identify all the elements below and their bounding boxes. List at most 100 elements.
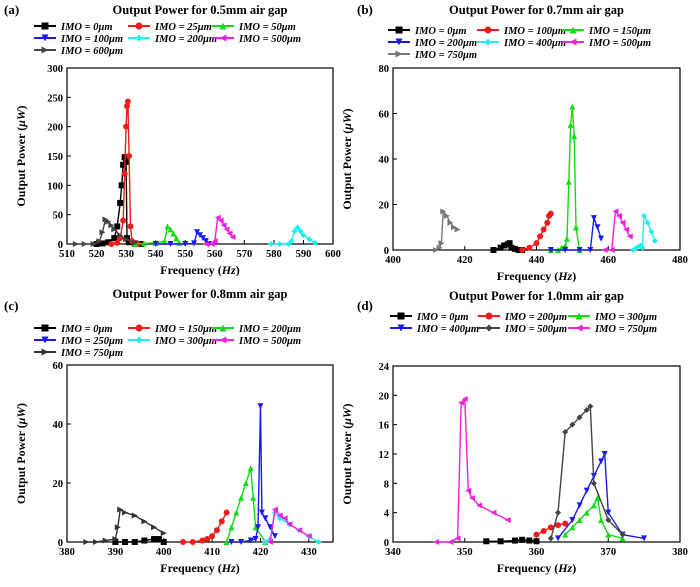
data-point xyxy=(126,153,133,159)
data-point xyxy=(590,480,597,487)
legend-item: IMO = 0μm xyxy=(390,312,469,323)
data-point xyxy=(476,502,483,509)
data-point xyxy=(626,233,633,240)
series-group xyxy=(72,98,319,247)
legend-marker xyxy=(135,324,143,332)
y-axis-label-unit: μW xyxy=(340,111,354,131)
y-axis: 0 20 40 60 xyxy=(53,361,71,549)
series-group xyxy=(83,403,322,545)
data-point xyxy=(218,518,225,525)
data-point xyxy=(547,524,554,531)
data-point xyxy=(641,212,648,219)
x-tick-label: 530 xyxy=(118,249,134,260)
plot-frame xyxy=(392,365,681,543)
x-tick-label: 570 xyxy=(236,249,252,260)
data-point xyxy=(223,539,230,545)
legend-marker xyxy=(219,22,227,30)
data-point xyxy=(483,538,490,545)
data-point xyxy=(583,509,590,516)
chart-title: Output Power for 0.8mm air gap xyxy=(113,287,288,301)
y-tick-label: 40 xyxy=(53,420,64,431)
data-point xyxy=(433,247,440,253)
data-point xyxy=(583,487,590,494)
data-point xyxy=(605,531,612,538)
legend-item: IMO = 400μm xyxy=(390,324,479,335)
legend-label: IMO = 200μm xyxy=(504,312,567,323)
data-point xyxy=(300,232,307,239)
x-axis-label-unit: Hz xyxy=(557,561,572,575)
data-point xyxy=(117,232,124,239)
data-point xyxy=(99,229,106,236)
legend-label: IMO = 200μm xyxy=(414,38,477,49)
y-tick-label: 20 xyxy=(379,201,390,212)
data-point xyxy=(233,509,240,516)
legend-marker xyxy=(395,38,403,46)
data-point xyxy=(160,539,167,545)
data-point xyxy=(291,228,298,235)
x-tick-label: 400 xyxy=(156,547,172,558)
series-group xyxy=(433,396,648,545)
x-tick-label: 510 xyxy=(59,249,75,260)
series xyxy=(555,451,648,542)
data-point xyxy=(454,535,461,542)
plot-frame xyxy=(66,67,334,245)
data-point xyxy=(112,539,119,545)
data-point xyxy=(229,233,236,240)
legend-label: IMO = 100μm xyxy=(503,26,566,37)
y-axis-label: Output Power (μW) xyxy=(340,108,354,209)
data-point xyxy=(226,230,233,237)
legend-item: IMO = 750μm xyxy=(388,50,477,61)
data-point xyxy=(641,535,648,542)
data-point xyxy=(105,239,112,246)
data-point xyxy=(544,219,551,226)
plot-frame xyxy=(66,364,334,543)
data-point xyxy=(619,535,626,542)
legend-marker xyxy=(41,34,49,42)
legend-label: IMO = 300μm xyxy=(154,336,217,347)
data-point xyxy=(180,539,187,545)
legend-marker xyxy=(219,34,227,42)
data-point xyxy=(267,241,274,247)
data-point xyxy=(547,247,554,253)
data-point xyxy=(164,223,171,230)
series xyxy=(180,509,230,545)
data-point xyxy=(454,226,461,233)
legend-label: IMO = 750μm xyxy=(594,324,657,335)
x-tick-label: 430 xyxy=(301,547,317,558)
series xyxy=(519,210,554,253)
series-group xyxy=(433,103,658,253)
data-point xyxy=(572,224,579,231)
data-point xyxy=(112,536,119,543)
data-point xyxy=(306,236,313,243)
data-point xyxy=(108,241,115,247)
y-tick-label: 0 xyxy=(384,538,389,549)
data-point xyxy=(90,241,97,247)
y-tick-label: 50 xyxy=(53,211,64,222)
data-point xyxy=(262,515,269,522)
data-point xyxy=(276,241,283,247)
data-point xyxy=(167,241,174,247)
series xyxy=(547,215,605,253)
series xyxy=(547,103,583,253)
data-point xyxy=(644,219,651,226)
data-point xyxy=(490,247,497,253)
x-axis-label-post: ) xyxy=(572,269,576,283)
data-point xyxy=(533,531,540,538)
data-point xyxy=(576,502,583,509)
data-point xyxy=(255,524,262,531)
data-point xyxy=(555,535,562,542)
data-point xyxy=(519,247,526,253)
data-point xyxy=(533,538,540,545)
data-point xyxy=(511,245,518,252)
series xyxy=(83,506,167,545)
legend-item: IMO = 300μm xyxy=(128,336,217,347)
series xyxy=(72,216,138,247)
data-point xyxy=(605,517,612,523)
x-tick-label: 340 xyxy=(385,547,401,558)
y-tick-label: 60 xyxy=(53,361,64,372)
x-tick-label: 550 xyxy=(177,249,193,260)
legend-label: IMO = 200μm xyxy=(238,324,301,335)
legend-item: IMO = 100μm xyxy=(477,26,566,37)
data-point xyxy=(297,228,304,235)
x-tick-label: 420 xyxy=(253,547,269,558)
